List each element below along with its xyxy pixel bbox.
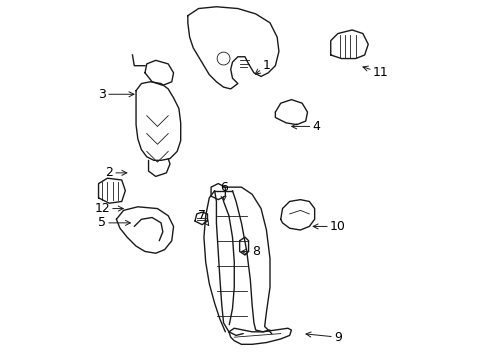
Text: 7: 7 (198, 209, 209, 226)
Text: 4: 4 (292, 120, 320, 133)
Text: 1: 1 (255, 59, 270, 74)
Text: 5: 5 (98, 216, 130, 229)
Text: 3: 3 (98, 88, 134, 101)
Text: 11: 11 (363, 66, 389, 79)
Text: 2: 2 (105, 166, 127, 179)
Text: 12: 12 (94, 202, 123, 215)
Text: 9: 9 (306, 331, 342, 344)
Text: 8: 8 (242, 245, 260, 258)
Text: 6: 6 (220, 181, 227, 201)
Text: 10: 10 (313, 220, 346, 233)
